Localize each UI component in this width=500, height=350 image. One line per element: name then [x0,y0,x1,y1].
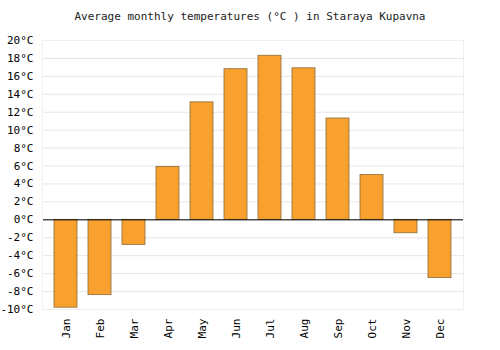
svg-text:8°C: 8°C [14,142,34,155]
svg-text:4°C: 4°C [14,177,34,190]
svg-text:2°C: 2°C [14,195,34,208]
svg-text:18°C: 18°C [7,52,34,65]
svg-text:Jun: Jun [230,319,243,339]
svg-text:-6°C: -6°C [7,267,34,280]
svg-text:Dec: Dec [434,319,447,339]
svg-text:Nov: Nov [400,318,413,338]
svg-text:Oct: Oct [366,319,379,339]
svg-text:6°C: 6°C [14,160,34,173]
svg-text:20°C: 20°C [7,34,34,47]
svg-text:0°C: 0°C [14,213,34,226]
svg-text:-8°C: -8°C [7,285,34,298]
svg-text:Feb: Feb [94,319,107,339]
svg-text:Apr: Apr [162,318,175,338]
svg-text:Jan: Jan [60,319,73,339]
svg-text:-10°C: -10°C [0,303,33,316]
html-text:Average monthly temperatures (: Average monthly temperatures (°C ) in St… [74,10,426,23]
svg-text:-4°C: -4°C [7,249,34,262]
svg-text:May: May [196,318,209,338]
svg-text:-2°C: -2°C [7,231,34,244]
svg-text:16°C: 16°C [7,70,34,83]
svg-text:14°C: 14°C [7,88,34,101]
svg-text:12°C: 12°C [7,106,34,119]
svg-text:Mar: Mar [128,318,141,338]
svg-text:Sep: Sep [332,319,345,339]
svg-text:Jul: Jul [264,319,277,339]
svg-text:10°C: 10°C [7,124,34,137]
svg-text:Aug: Aug [298,319,311,339]
